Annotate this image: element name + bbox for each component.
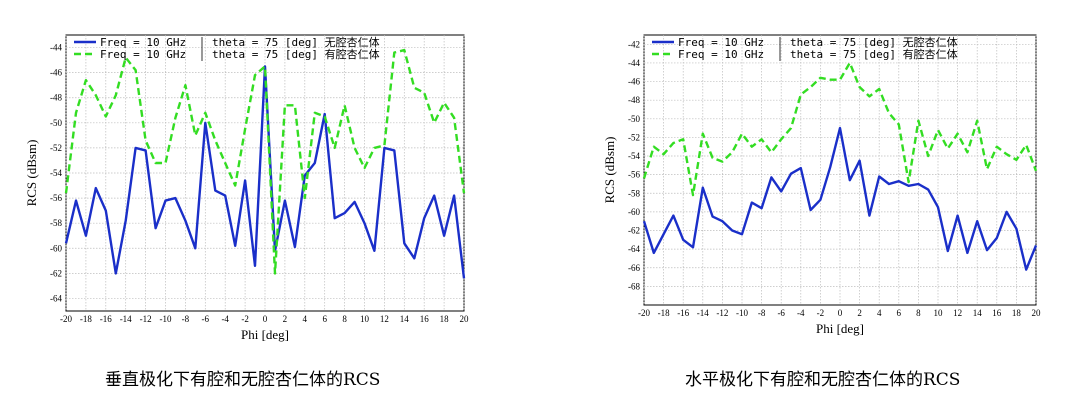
x-tick-label: -4 — [797, 308, 805, 318]
chart-vertical-polarization: -20 -18 -16 -14 -12 -10 -8 -6 -4 -2 0 2 4 6 8 10 12 14 16 1… — [24, 34, 470, 342]
x-tick-label: -6 — [202, 314, 210, 324]
y-tick-label: -60 — [628, 207, 640, 217]
x-axis-label: Phi [deg] — [816, 321, 864, 336]
y-tick-label: -56 — [628, 170, 640, 180]
x-tick-label: -8 — [182, 314, 190, 324]
x-tick-label: -6 — [777, 308, 785, 318]
x-tick-label: 20 — [460, 314, 470, 324]
x-tick-label: 16 — [420, 314, 430, 324]
x-tick-label: -18 — [80, 314, 92, 324]
series-line-without-cavity — [64, 65, 466, 279]
x-tick-label: 8 — [916, 308, 921, 318]
y-tick-label: -44 — [628, 58, 640, 68]
legend-label-detail: theta = 75 [deg] 无腔杏仁体 — [212, 35, 380, 49]
x-tick-label: -10 — [736, 308, 748, 318]
chart-horizontal-polarization: -20 -18 -16 -14 -12 -10 -8 -6 -4 -2 0 2 4 6 8 10 12 14 16 1… — [602, 34, 1042, 336]
x-tick-label: 18 — [440, 314, 450, 324]
x-tick-label: 16 — [992, 308, 1002, 318]
x-tick-label: -20 — [60, 314, 72, 324]
x-axis-label: Phi [deg] — [241, 327, 289, 342]
y-tick-label: -52 — [50, 143, 62, 153]
y-axis-label: RCS (dBsm) — [24, 140, 39, 207]
x-tick-label: 4 — [303, 314, 308, 324]
y-tick-label: -50 — [50, 118, 62, 128]
x-tick-label: -2 — [817, 308, 825, 318]
y-axis-label: RCS (dBsm) — [602, 137, 617, 204]
x-tick-label: 0 — [838, 308, 843, 318]
y-tick-label: -62 — [628, 226, 640, 236]
y-tick-label: -46 — [628, 77, 640, 87]
legend-label: Freq = 10 GHz — [100, 48, 186, 61]
y-tick-label: -64 — [628, 244, 640, 254]
x-tick-label: 10 — [934, 308, 944, 318]
x-tick-label: 0 — [263, 314, 268, 324]
x-tick-label: -16 — [677, 308, 689, 318]
y-tick-label: -60 — [50, 243, 62, 253]
y-tick-label: -58 — [628, 188, 640, 198]
x-tick-label: 20 — [1032, 308, 1042, 318]
x-tick-label: 10 — [360, 314, 370, 324]
x-tick-label: -10 — [160, 314, 172, 324]
caption-horizontal-polarization: 水平极化下有腔和无腔杏仁体的RCS — [685, 370, 961, 390]
x-tick-label: 14 — [973, 308, 983, 318]
y-tick-label: -54 — [50, 168, 62, 178]
legend-label-detail: theta = 75 [deg] 有腔杏仁体 — [212, 47, 380, 61]
y-tick-label: -68 — [628, 281, 640, 291]
x-tick-label: -2 — [241, 314, 249, 324]
x-tick-label: -20 — [638, 308, 650, 318]
x-tick-label: -12 — [716, 308, 728, 318]
x-tick-label: 8 — [342, 314, 347, 324]
series-line-with-cavity — [642, 61, 1038, 197]
legend-label-detail: theta = 75 [deg] 无腔杏仁体 — [790, 35, 958, 49]
caption-vertical-polarization: 垂直极化下有腔和无腔杏仁体的RCS — [105, 370, 381, 390]
y-tick-label: -54 — [628, 151, 640, 161]
x-tick-label: -14 — [697, 308, 709, 318]
x-tick-label: -8 — [758, 308, 766, 318]
x-tick-label: 14 — [400, 314, 410, 324]
x-tick-label: 12 — [953, 308, 962, 318]
y-tick-label: -66 — [628, 263, 640, 273]
y-tick-label: -64 — [50, 293, 62, 303]
x-tick-label: 4 — [877, 308, 882, 318]
legend-label: Freq = 10 GHz — [100, 36, 186, 49]
series-line-without-cavity — [642, 126, 1038, 271]
y-tick-label: -52 — [628, 132, 640, 142]
x-tick-label: 18 — [1012, 308, 1022, 318]
y-tick-label: -50 — [628, 114, 640, 124]
x-tick-label: -16 — [100, 314, 112, 324]
x-tick-label: -4 — [221, 314, 229, 324]
y-tick-label: -48 — [50, 93, 62, 103]
y-tick-label: -48 — [628, 95, 640, 105]
legend-label: Freq = 10 GHz — [678, 48, 764, 61]
y-tick-label: -44 — [50, 43, 62, 53]
x-tick-label: -14 — [120, 314, 132, 324]
x-tick-label: 12 — [380, 314, 389, 324]
x-tick-label: 6 — [897, 308, 902, 318]
y-tick-label: -58 — [50, 218, 62, 228]
x-tick-label: 2 — [283, 314, 288, 324]
x-tick-label: -18 — [658, 308, 670, 318]
y-tick-label: -62 — [50, 268, 62, 278]
legend-label: Freq = 10 GHz — [678, 36, 764, 49]
x-tick-label: 2 — [857, 308, 862, 318]
x-tick-label: 6 — [322, 314, 327, 324]
y-tick-label: -42 — [628, 39, 640, 49]
y-tick-label: -46 — [50, 68, 62, 78]
legend-label-detail: theta = 75 [deg] 有腔杏仁体 — [790, 47, 958, 61]
y-tick-label: -56 — [50, 193, 62, 203]
x-tick-label: -12 — [140, 314, 152, 324]
